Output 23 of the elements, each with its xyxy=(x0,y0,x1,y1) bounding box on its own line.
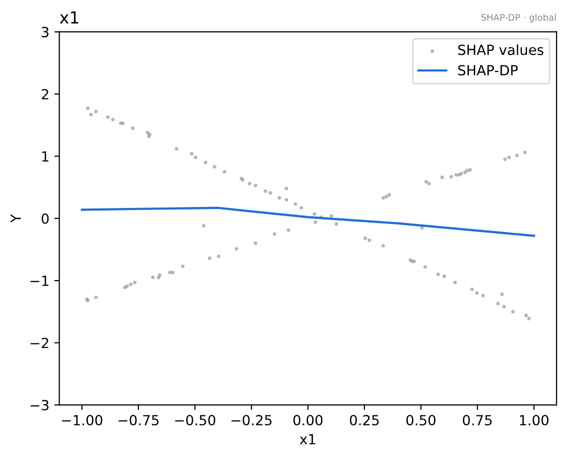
y-axis-title: Y xyxy=(10,214,21,223)
x-axis-title: x1 xyxy=(300,434,316,444)
x-tick-label: −0.25 xyxy=(232,414,272,426)
chart-title: x1 xyxy=(60,11,78,24)
x-tick-label: 0.00 xyxy=(293,414,322,426)
line-series xyxy=(80,206,536,237)
y-tick-label: 3 xyxy=(42,26,48,38)
y-tick-label: −3 xyxy=(30,400,48,410)
y-tick-label: 0 xyxy=(42,213,49,224)
x-tick-label: −0.50 xyxy=(175,414,216,426)
legend-label: SHAP values xyxy=(458,44,544,56)
y-tick-label: −2 xyxy=(30,338,48,348)
y-tick-label: 1 xyxy=(42,151,48,162)
y-tick-label: 2 xyxy=(42,89,48,100)
x-tick-label: −1.00 xyxy=(62,414,102,426)
x-tick-label: 0.50 xyxy=(406,414,436,426)
x-tick-label: 0.75 xyxy=(462,414,492,426)
x-tick-label: −0.75 xyxy=(118,414,158,426)
x-tick-label: 1.00 xyxy=(520,414,548,426)
x-tick-label: 0.25 xyxy=(350,414,379,426)
text: SHAP-DP · global xyxy=(481,14,556,23)
legend-label: SHAP-DP xyxy=(458,64,518,76)
y-tick-label: −1 xyxy=(30,276,48,286)
